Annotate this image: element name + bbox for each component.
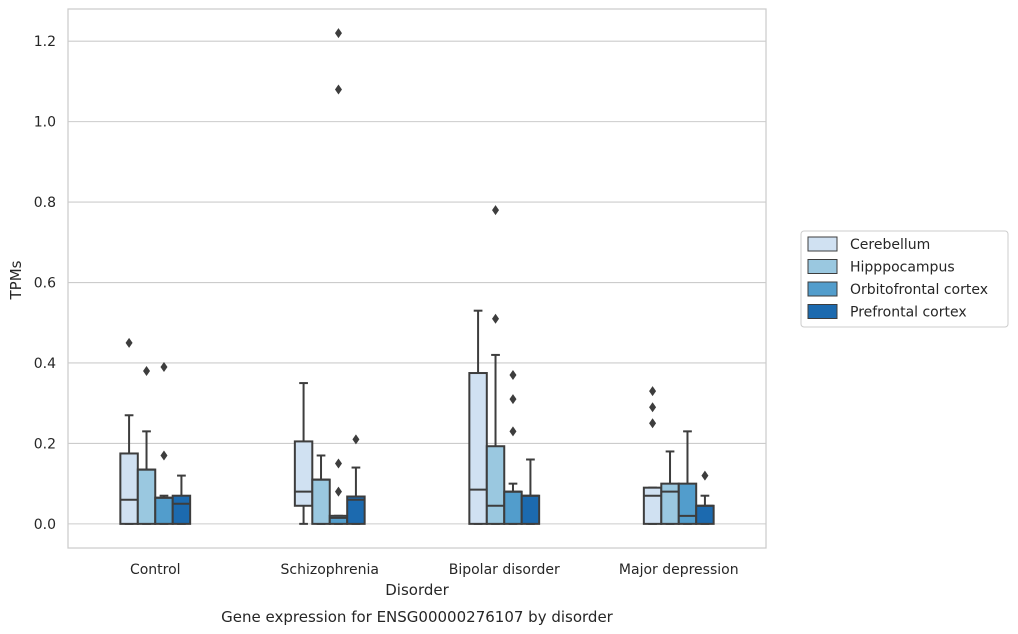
legend-label: Prefrontal cortex bbox=[850, 305, 967, 321]
outlier-point bbox=[352, 434, 360, 445]
box-prefrontal-cortex bbox=[520, 458, 541, 525]
outlier-point bbox=[701, 470, 709, 481]
x-axis-ticks: Control Schizophrenia Bipolar disorder Majo… bbox=[130, 562, 739, 578]
y-tick-label: 0.4 bbox=[34, 356, 56, 372]
box-cerebellum bbox=[119, 337, 139, 525]
outlier-point bbox=[143, 366, 151, 377]
box-rect bbox=[468, 372, 488, 525]
x-tick-label: Bipolar disorder bbox=[449, 562, 560, 578]
y-tick-label: 0.0 bbox=[34, 517, 56, 533]
box-hipppocampus bbox=[136, 366, 157, 525]
outlier-point bbox=[509, 426, 517, 437]
box-rect bbox=[136, 468, 157, 525]
outlier-point bbox=[509, 370, 517, 381]
box-cerebellum bbox=[468, 309, 488, 525]
box-rect bbox=[520, 494, 541, 525]
outlier-point bbox=[649, 418, 657, 429]
legend-swatch bbox=[807, 259, 838, 274]
grid-lines bbox=[68, 40, 766, 525]
legend-swatch bbox=[807, 236, 838, 252]
box-orbitofrontal-cortex bbox=[677, 430, 698, 525]
box-rect bbox=[677, 482, 698, 525]
plot-frame bbox=[67, 8, 767, 549]
outlier-point bbox=[649, 386, 657, 397]
box-prefrontal-cortex bbox=[171, 474, 192, 525]
outlier-point bbox=[509, 394, 517, 405]
y-axis-label: TPMs bbox=[7, 260, 25, 300]
legend-label: Hipppocampus bbox=[850, 260, 955, 276]
box-rect bbox=[660, 482, 680, 525]
box-hipppocampus bbox=[485, 205, 506, 525]
box-rect bbox=[311, 478, 331, 525]
box-rect bbox=[695, 504, 715, 525]
y-tick-label: 0.8 bbox=[34, 195, 56, 211]
box-rect bbox=[503, 490, 523, 525]
box-rect bbox=[485, 445, 506, 525]
box-rect bbox=[171, 494, 192, 525]
box-rect bbox=[642, 486, 663, 525]
outlier-point bbox=[160, 361, 168, 372]
box-hipppocampus bbox=[660, 450, 680, 525]
x-tick-label: Schizophrenia bbox=[281, 562, 379, 578]
box-prefrontal-cortex bbox=[695, 470, 715, 525]
y-tick-label: 1.2 bbox=[34, 34, 56, 50]
box-orbitofrontal-cortex bbox=[328, 28, 349, 525]
legend-swatch bbox=[807, 281, 838, 297]
outlier-point bbox=[334, 84, 342, 95]
outlier-point bbox=[334, 486, 342, 497]
y-tick-label: 1.0 bbox=[34, 115, 56, 131]
outlier-point bbox=[334, 28, 342, 39]
legend-label: Cerebellum bbox=[850, 237, 930, 253]
box-rect bbox=[293, 440, 314, 507]
box-cerebellum bbox=[642, 386, 663, 525]
outlier-point bbox=[492, 313, 500, 324]
box-rect bbox=[119, 452, 139, 525]
x-tick-label: Major depression bbox=[619, 562, 739, 578]
legend-swatch bbox=[807, 304, 838, 319]
outlier-point bbox=[125, 337, 133, 348]
box-orbitofrontal-cortex bbox=[503, 370, 523, 525]
y-tick-label: 0.2 bbox=[34, 436, 56, 452]
box-rect bbox=[154, 496, 174, 525]
box-rect bbox=[346, 495, 366, 525]
y-tick-label: 0.6 bbox=[34, 276, 56, 292]
x-tick-label: Control bbox=[130, 562, 181, 578]
outlier-point bbox=[334, 458, 342, 469]
y-axis-ticks: 0.0 0.2 0.4 0.6 0.8 1.0 1.2 bbox=[34, 34, 56, 533]
outlier-point bbox=[649, 402, 657, 413]
box-hipppocampus bbox=[311, 454, 331, 525]
box-prefrontal-cortex bbox=[346, 434, 366, 525]
legend-label: Orbitofrontal cortex bbox=[850, 282, 988, 298]
box-orbitofrontal-cortex bbox=[154, 361, 174, 525]
legend-frame bbox=[800, 230, 1009, 328]
outlier-point bbox=[492, 205, 500, 216]
box-cerebellum bbox=[293, 382, 314, 525]
box-plot-area bbox=[119, 28, 715, 525]
outlier-point bbox=[160, 450, 168, 461]
legend: Cerebellum Hipppocampus Orbitofrontal cort… bbox=[800, 230, 1009, 328]
chart-title: Gene expression for ENSG00000276107 by d… bbox=[221, 608, 614, 626]
x-axis-label: Disorder bbox=[385, 581, 449, 599]
